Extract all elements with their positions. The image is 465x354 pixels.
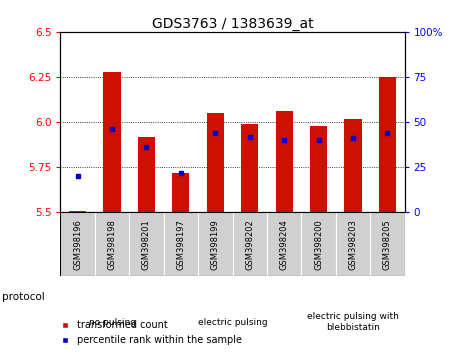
- Bar: [344, 119, 362, 212]
- Bar: [138, 137, 155, 212]
- Bar: [69, 211, 86, 212]
- Bar: [276, 111, 293, 212]
- Text: electric pulsing with
blebbistatin: electric pulsing with blebbistatin: [307, 313, 399, 332]
- Text: GSM398196: GSM398196: [73, 219, 82, 270]
- Bar: [241, 124, 259, 212]
- Text: GSM398198: GSM398198: [107, 219, 117, 270]
- Bar: [103, 72, 121, 212]
- Bar: [198, 212, 232, 276]
- Title: GDS3763 / 1383639_at: GDS3763 / 1383639_at: [152, 17, 313, 31]
- Text: GSM398203: GSM398203: [348, 219, 358, 270]
- Text: GSM398200: GSM398200: [314, 219, 323, 270]
- Text: GSM398202: GSM398202: [245, 219, 254, 270]
- Bar: [129, 212, 164, 276]
- Bar: [95, 212, 129, 276]
- Text: GSM398201: GSM398201: [142, 219, 151, 270]
- Bar: [370, 212, 405, 276]
- Text: GSM398199: GSM398199: [211, 219, 220, 270]
- Legend: transformed count, percentile rank within the sample: transformed count, percentile rank withi…: [56, 316, 246, 349]
- Bar: [206, 113, 224, 212]
- Text: GSM398205: GSM398205: [383, 219, 392, 270]
- Text: GSM398197: GSM398197: [176, 219, 186, 270]
- Bar: [267, 212, 301, 276]
- Bar: [60, 212, 95, 276]
- Text: no pulsing: no pulsing: [88, 318, 136, 327]
- Bar: [379, 77, 396, 212]
- Text: GSM398204: GSM398204: [279, 219, 289, 270]
- Bar: [336, 212, 370, 276]
- Text: electric pulsing: electric pulsing: [198, 318, 267, 327]
- Bar: [310, 126, 327, 212]
- Bar: [164, 212, 198, 276]
- Bar: [301, 212, 336, 276]
- Bar: [172, 173, 190, 212]
- Bar: [232, 212, 267, 276]
- Text: protocol: protocol: [2, 292, 45, 302]
